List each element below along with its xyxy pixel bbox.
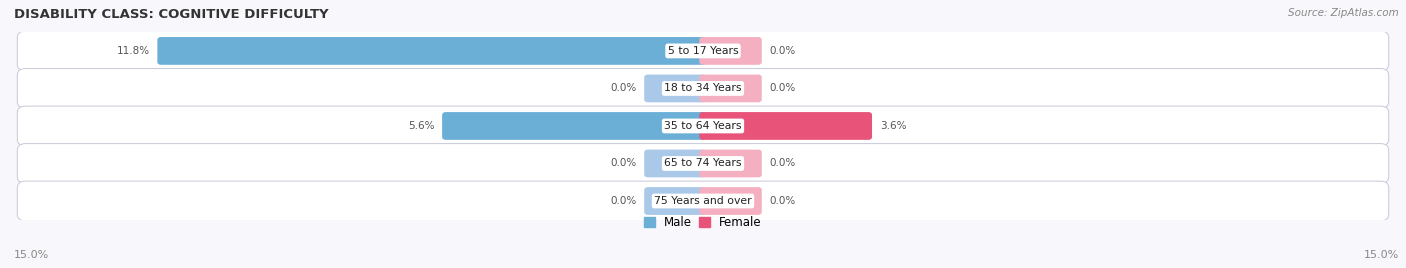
FancyBboxPatch shape (699, 150, 762, 177)
Text: 5.6%: 5.6% (408, 121, 434, 131)
Text: 18 to 34 Years: 18 to 34 Years (664, 83, 742, 94)
Text: 0.0%: 0.0% (610, 158, 637, 169)
Text: 15.0%: 15.0% (1364, 250, 1399, 260)
FancyBboxPatch shape (17, 106, 1389, 146)
Text: Source: ZipAtlas.com: Source: ZipAtlas.com (1288, 8, 1399, 18)
Text: 15.0%: 15.0% (14, 250, 49, 260)
FancyBboxPatch shape (644, 150, 707, 177)
FancyBboxPatch shape (699, 37, 762, 65)
Text: 0.0%: 0.0% (769, 196, 796, 206)
FancyBboxPatch shape (699, 187, 762, 215)
FancyBboxPatch shape (157, 37, 707, 65)
Text: 0.0%: 0.0% (769, 158, 796, 169)
Text: 5 to 17 Years: 5 to 17 Years (668, 46, 738, 56)
Text: 75 Years and over: 75 Years and over (654, 196, 752, 206)
FancyBboxPatch shape (17, 144, 1389, 183)
FancyBboxPatch shape (17, 31, 1389, 71)
FancyBboxPatch shape (17, 69, 1389, 108)
FancyBboxPatch shape (17, 181, 1389, 221)
FancyBboxPatch shape (644, 75, 707, 102)
Text: 0.0%: 0.0% (769, 83, 796, 94)
FancyBboxPatch shape (699, 112, 872, 140)
Text: 11.8%: 11.8% (117, 46, 149, 56)
Text: 65 to 74 Years: 65 to 74 Years (664, 158, 742, 169)
FancyBboxPatch shape (699, 75, 762, 102)
Text: 0.0%: 0.0% (610, 196, 637, 206)
FancyBboxPatch shape (441, 112, 707, 140)
Text: 0.0%: 0.0% (769, 46, 796, 56)
Text: 0.0%: 0.0% (610, 83, 637, 94)
Text: 35 to 64 Years: 35 to 64 Years (664, 121, 742, 131)
Text: 3.6%: 3.6% (880, 121, 907, 131)
Legend: Male, Female: Male, Female (644, 216, 762, 229)
FancyBboxPatch shape (644, 187, 707, 215)
Text: DISABILITY CLASS: COGNITIVE DIFFICULTY: DISABILITY CLASS: COGNITIVE DIFFICULTY (14, 8, 329, 21)
